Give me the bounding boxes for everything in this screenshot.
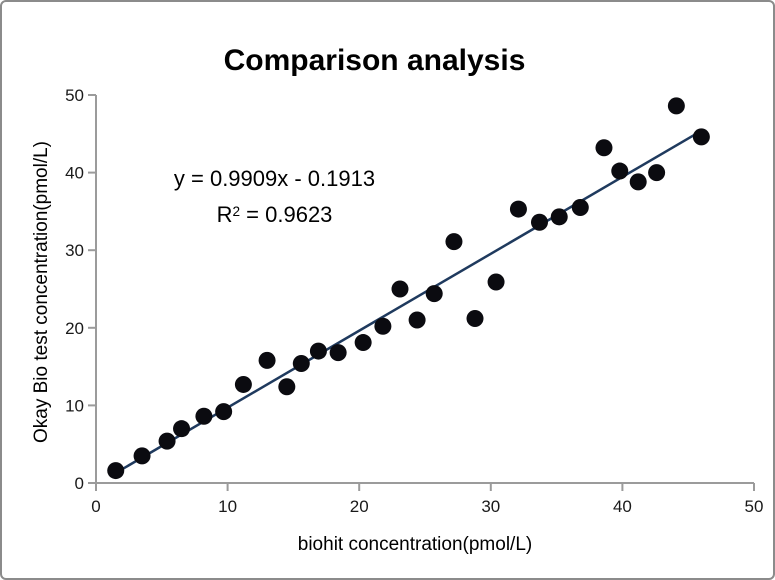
data-point [234,375,252,393]
x-axis-title: biohit concentration(pmol/L) [297,534,533,555]
data-point [425,285,443,303]
x-tick-label: 0 [91,497,100,516]
data-point [329,344,347,362]
y-tick-label: 0 [75,474,84,493]
x-tick-label: 10 [218,497,237,516]
data-point [648,164,666,182]
data-point [667,97,685,115]
data-point [309,342,327,360]
data-point [354,334,372,352]
data-point [173,420,191,438]
data-point [571,199,589,217]
data-point [530,213,548,231]
data-point [692,128,710,146]
data-point [391,280,409,298]
data-point [258,351,276,369]
data-point [611,162,629,180]
data-point [215,403,233,421]
data-point [133,447,151,465]
data-point [278,378,296,396]
y-tick-label: 40 [65,164,84,183]
data-point [629,173,647,191]
data-point [195,407,213,425]
data-point [509,200,527,218]
data-point [408,311,426,329]
data-point [292,354,310,372]
trendline [115,130,702,475]
r-squared-superscript: 2 [232,204,241,219]
y-tick-label: 10 [65,396,84,415]
x-tick-label: 50 [745,497,764,516]
r-squared-line: R2 = 0.9623 [216,202,333,227]
trendline-equation: y = 0.9909x - 0.1913 R2 = 0.9623 [132,162,417,231]
data-point [466,309,484,327]
data-point [550,208,568,226]
x-tick-label: 40 [613,497,632,516]
data-point [374,317,392,335]
y-tick-label: 30 [65,241,84,260]
equation-line: y = 0.9909x - 0.1913 [173,166,376,191]
y-tick-label: 50 [65,86,84,105]
data-point [107,462,125,480]
x-tick-label: 30 [481,497,500,516]
data-point [595,139,613,157]
chart-title: Comparison analysis [223,44,526,77]
data-point [487,273,505,291]
x-tick-label: 20 [350,497,369,516]
data-point [445,233,463,251]
y-tick-label: 20 [65,319,84,338]
data-point [158,432,176,450]
